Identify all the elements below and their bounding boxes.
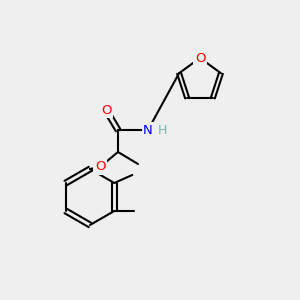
Text: H: H: [157, 124, 167, 136]
Text: O: O: [95, 160, 105, 173]
Text: O: O: [101, 103, 111, 116]
Text: N: N: [143, 124, 153, 136]
Text: O: O: [195, 52, 205, 64]
